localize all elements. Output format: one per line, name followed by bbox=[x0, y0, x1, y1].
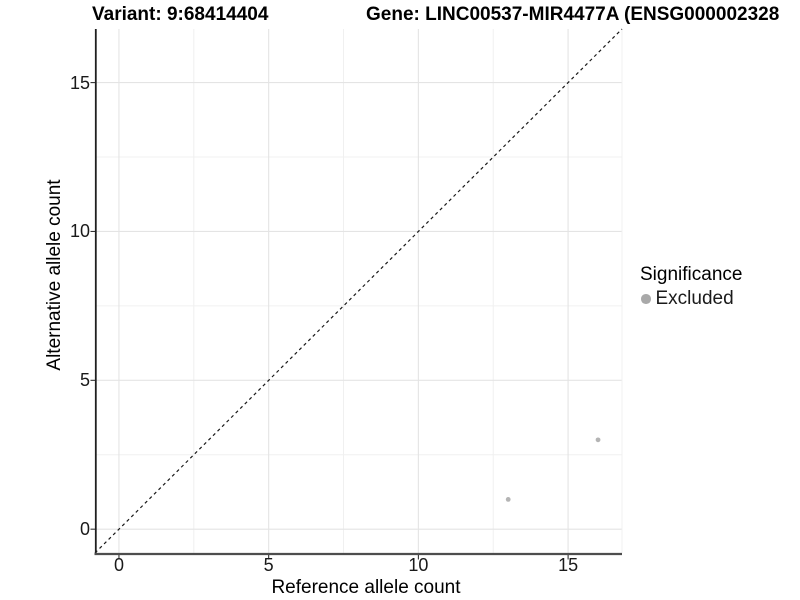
x-tick-label: 5 bbox=[263, 555, 274, 575]
legend-item-excluded: Excluded bbox=[638, 288, 742, 310]
y-tick-label: 10 bbox=[69, 221, 90, 242]
y-tick-label: 0 bbox=[79, 519, 90, 540]
legend-item-label: Excluded bbox=[655, 288, 734, 309]
x-tick-label: 10 bbox=[408, 555, 429, 575]
y-tick-label: 15 bbox=[69, 72, 90, 93]
legend-point-icon bbox=[641, 294, 651, 304]
y-tick-label: 5 bbox=[79, 370, 90, 391]
data-point bbox=[595, 437, 601, 443]
variant-title: Variant: 9:68414404 bbox=[92, 4, 269, 25]
x-tick-label: 0 bbox=[113, 555, 124, 575]
legend-title: Significance bbox=[640, 264, 743, 285]
identity-reference-line bbox=[94, 28, 623, 554]
gene-title: Gene: LINC00537-MIR4477A (ENSG000002328 bbox=[366, 4, 780, 25]
legend: Significance Excluded bbox=[638, 263, 742, 310]
x-axis-title: Reference allele count bbox=[271, 577, 461, 598]
data-point bbox=[505, 497, 511, 502]
x-tick-label: 15 bbox=[558, 555, 579, 575]
